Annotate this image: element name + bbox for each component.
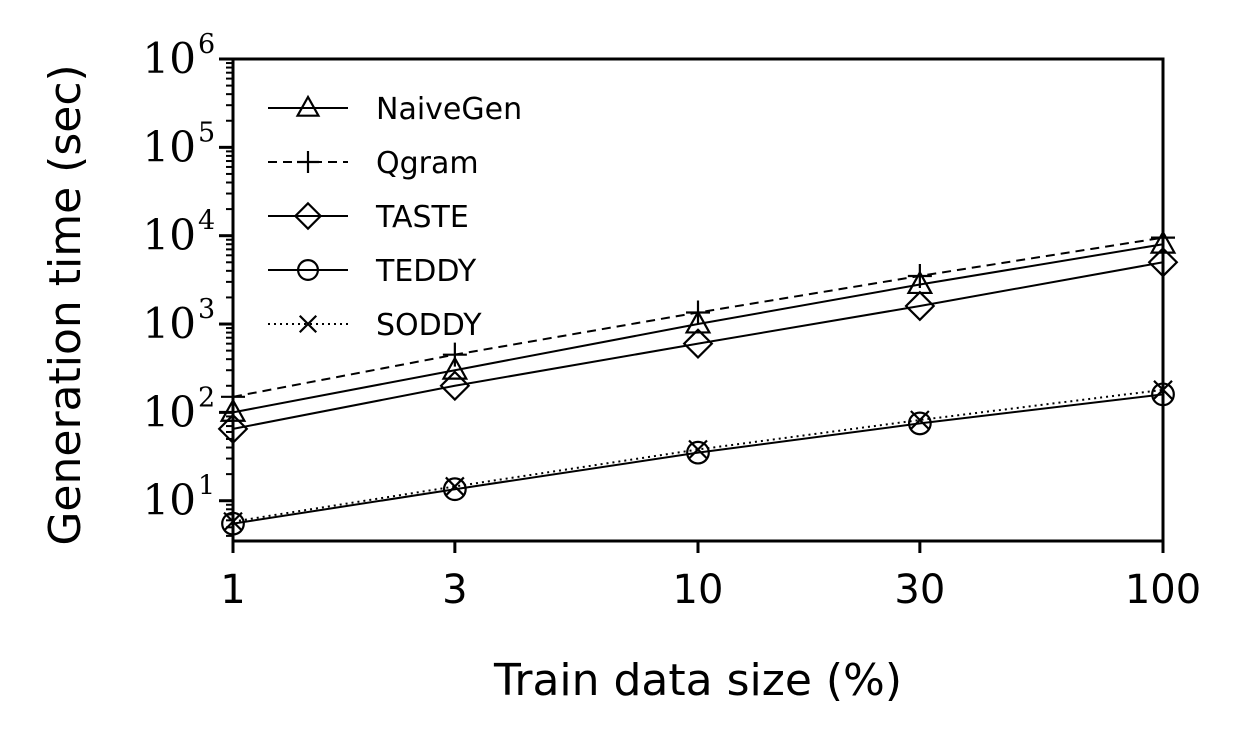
y-tick-label: 10 bbox=[143, 34, 196, 83]
y-tick-exponent: 3 bbox=[198, 294, 215, 325]
plot-frame bbox=[231, 57, 1165, 543]
data-point-qgram bbox=[907, 263, 932, 288]
data-point-taste bbox=[439, 370, 471, 402]
data-point-taste bbox=[682, 328, 714, 359]
legend-marker-taste bbox=[293, 201, 323, 231]
data-point-qgram bbox=[686, 300, 710, 325]
legend-marker-soddy bbox=[298, 314, 318, 334]
x-tick-label: 3 bbox=[442, 567, 467, 613]
x-tick-label: 30 bbox=[894, 567, 945, 613]
data-point-soddy bbox=[688, 439, 708, 460]
data-point-naivegen bbox=[441, 355, 469, 380]
x-axis-ticks: 1 3 10 30 100 bbox=[220, 541, 1201, 613]
y-tick-exponent: 4 bbox=[198, 206, 215, 237]
y-tick-exponent: 1 bbox=[198, 471, 215, 502]
y-tick-label: 10 bbox=[143, 387, 196, 436]
legend-marker-teddy bbox=[297, 259, 320, 282]
y-tick-label: 10 bbox=[143, 122, 196, 171]
series-line-taste bbox=[232, 261, 1164, 430]
data-point-teddy bbox=[442, 477, 467, 502]
data-point-soddy bbox=[910, 410, 930, 430]
series-teddy bbox=[221, 382, 1175, 536]
series-qgram bbox=[221, 225, 1175, 409]
y-tick-label: 10 bbox=[143, 211, 196, 260]
legend-label-naivegen: NaiveGen bbox=[376, 92, 522, 127]
y-axis-title: Generation time (sec) bbox=[40, 64, 91, 545]
data-point-qgram bbox=[442, 342, 467, 367]
x-tick-label: 1 bbox=[220, 567, 245, 613]
series-taste bbox=[217, 246, 1179, 445]
legend: NaiveGen Qgram TASTE TEDDY SODDY bbox=[268, 92, 522, 343]
data-point-soddy bbox=[445, 476, 465, 497]
legend-label-soddy: SODDY bbox=[376, 308, 482, 343]
data-point-teddy bbox=[686, 440, 710, 465]
x-tick-label: 100 bbox=[1125, 567, 1201, 613]
legend-label-teddy: TEDDY bbox=[375, 254, 477, 289]
series-naivegen bbox=[219, 229, 1177, 422]
legend-marker-qgram bbox=[297, 151, 319, 173]
series-line-teddy bbox=[232, 393, 1164, 525]
legend-marker-naivegen bbox=[295, 94, 321, 117]
data-point-teddy bbox=[907, 411, 932, 436]
legend-label-taste: TASTE bbox=[375, 200, 469, 235]
y-tick-label: 10 bbox=[143, 299, 196, 348]
y-tick-exponent: 2 bbox=[198, 382, 215, 413]
x-axis-title: Train data size (%) bbox=[493, 655, 902, 706]
y-tick-exponent: 6 bbox=[198, 29, 215, 60]
plot-marks bbox=[217, 225, 1179, 536]
data-point-naivegen bbox=[684, 309, 712, 334]
y-tick-exponent: 5 bbox=[198, 117, 215, 148]
y-tick-label: 10 bbox=[143, 476, 196, 525]
legend-label-qgram: Qgram bbox=[376, 146, 479, 181]
data-point-taste bbox=[904, 290, 936, 322]
x-tick-label: 10 bbox=[673, 567, 724, 613]
